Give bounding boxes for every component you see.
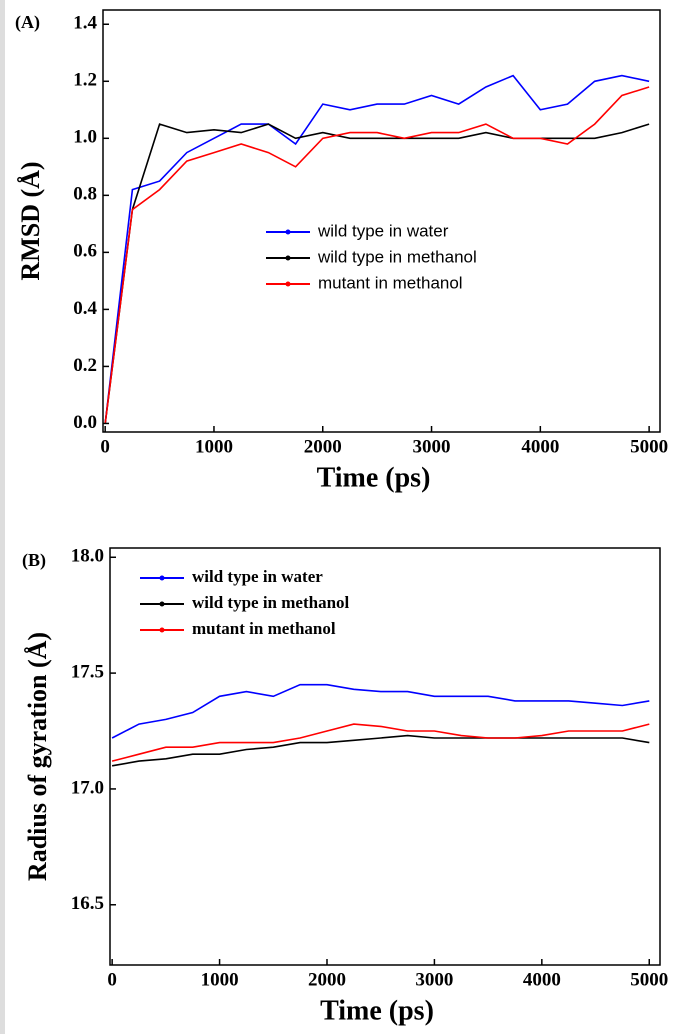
x-axis-title: Time (ps)	[320, 995, 434, 1026]
y-tick-label: 18.0	[71, 546, 104, 567]
x-tick-label: 1000	[195, 436, 233, 457]
legend-marker	[285, 281, 291, 287]
x-tick-label: 5000	[630, 969, 668, 990]
y-axis-title: Radius of gyration (Å)	[23, 632, 52, 881]
series-line	[104, 123, 650, 424]
x-tick-label: 4000	[521, 436, 559, 457]
legend-marker	[285, 255, 291, 261]
legend-label: mutant in methanol	[318, 273, 463, 292]
y-tick-label: 17.5	[71, 661, 104, 682]
y-tick-label: 17.0	[71, 777, 104, 798]
series-line	[104, 74, 650, 424]
legend-label: wild type in water	[317, 221, 449, 240]
legend-label: mutant in methanol	[192, 619, 336, 638]
y-tick-label: 16.5	[71, 893, 104, 914]
x-tick-label: 0	[100, 436, 110, 457]
legend-marker	[159, 575, 165, 581]
panel-label: (A)	[15, 12, 40, 33]
series-line	[111, 734, 650, 767]
x-tick-label: 2000	[304, 436, 342, 457]
x-axis-title: Time (ps)	[317, 462, 431, 493]
x-tick-label: 1000	[201, 969, 239, 990]
y-tick-label: 0.8	[73, 184, 97, 205]
legend-label: wild type in methanol	[192, 593, 350, 612]
legend-label: wild type in methanol	[317, 247, 477, 266]
series-line	[111, 683, 650, 739]
y-axis-title: RMSD (Å)	[16, 161, 45, 280]
y-tick-label: 1.4	[73, 13, 97, 34]
x-tick-label: 3000	[413, 436, 451, 457]
y-tick-label: 1.0	[73, 127, 97, 148]
y-tick-label: 0.0	[73, 412, 97, 433]
plot-frame	[109, 547, 661, 966]
legend-marker	[285, 229, 291, 235]
x-tick-label: 3000	[415, 969, 453, 990]
left-strip	[0, 0, 5, 1034]
y-tick-label: 0.6	[73, 241, 97, 262]
plot-frame	[102, 9, 661, 433]
x-tick-label: 4000	[523, 969, 561, 990]
y-tick-label: 1.2	[73, 70, 97, 91]
series-line	[104, 86, 650, 424]
legend-marker	[159, 601, 165, 607]
x-tick-label: 5000	[630, 436, 668, 457]
legend-marker	[159, 627, 165, 633]
x-tick-label: 0	[107, 969, 117, 990]
x-tick-label: 2000	[308, 969, 346, 990]
series-line	[111, 723, 650, 762]
legend-label: wild type in water	[192, 567, 323, 586]
y-tick-label: 0.2	[73, 355, 97, 376]
panel-label: (B)	[22, 550, 46, 571]
y-tick-label: 0.4	[73, 298, 97, 319]
